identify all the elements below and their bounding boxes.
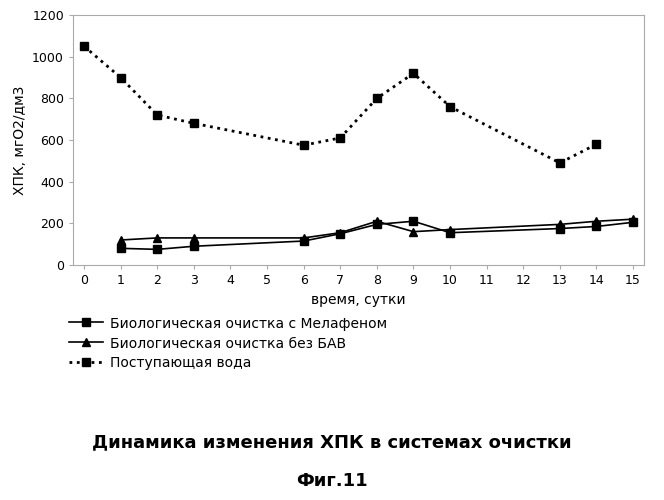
Биологическая очистка без БАВ xyxy=(556,222,564,228)
Text: Динамика изменения ХПК в системах очистки: Динамика изменения ХПК в системах очистк… xyxy=(92,434,572,452)
Поступающая вода xyxy=(117,74,125,80)
Биологическая очистка с Мелафеном xyxy=(446,230,454,235)
Биологическая очистка с Мелафеном xyxy=(336,231,344,237)
Биологическая очистка с Мелафеном xyxy=(556,226,564,232)
Биологическая очистка без БАВ xyxy=(629,216,637,222)
Биологическая очистка с Мелафеном xyxy=(153,246,161,252)
Биологическая очистка с Мелафеном xyxy=(592,224,600,230)
Биологическая очистка без БАВ xyxy=(373,218,381,224)
Legend: Биологическая очистка с Мелафеном, Биологическая очистка без БАВ, Поступающая во: Биологическая очистка с Мелафеном, Биоло… xyxy=(68,317,387,370)
Биологическая очистка без БАВ xyxy=(410,228,418,234)
X-axis label: время, сутки: время, сутки xyxy=(311,292,406,306)
Биологическая очистка с Мелафеном xyxy=(299,238,307,244)
Биологическая очистка без БАВ xyxy=(336,230,344,235)
Y-axis label: ХПК, мгО2/дм3: ХПК, мгО2/дм3 xyxy=(13,86,27,194)
Поступающая вода xyxy=(153,112,161,118)
Поступающая вода xyxy=(336,135,344,141)
Поступающая вода xyxy=(410,70,418,76)
Поступающая вода xyxy=(592,141,600,147)
Поступающая вода xyxy=(299,142,307,148)
Биологическая очистка с Мелафеном xyxy=(373,222,381,228)
Биологическая очистка с Мелафеном xyxy=(117,246,125,252)
Биологическая очистка с Мелафеном xyxy=(629,220,637,226)
Биологическая очистка без БАВ xyxy=(592,218,600,224)
Text: Фиг.11: Фиг.11 xyxy=(296,472,368,490)
Поступающая вода xyxy=(446,104,454,110)
Line: Биологическая очистка с Мелафеном: Биологическая очистка с Мелафеном xyxy=(116,217,637,254)
Биологическая очистка без БАВ xyxy=(190,235,198,241)
Поступающая вода xyxy=(373,96,381,102)
Биологическая очистка с Мелафеном xyxy=(190,243,198,249)
Line: Поступающая вода: Поступающая вода xyxy=(80,42,601,167)
Биологическая очистка без БАВ xyxy=(299,235,307,241)
Поступающая вода xyxy=(190,120,198,126)
Поступающая вода xyxy=(80,44,88,50)
Биологическая очистка без БАВ xyxy=(153,235,161,241)
Line: Биологическая очистка без БАВ: Биологическая очистка без БАВ xyxy=(116,215,637,244)
Поступающая вода xyxy=(556,160,564,166)
Биологическая очистка без БАВ xyxy=(117,237,125,243)
Биологическая очистка с Мелафеном xyxy=(410,218,418,224)
Биологическая очистка без БАВ xyxy=(446,226,454,232)
